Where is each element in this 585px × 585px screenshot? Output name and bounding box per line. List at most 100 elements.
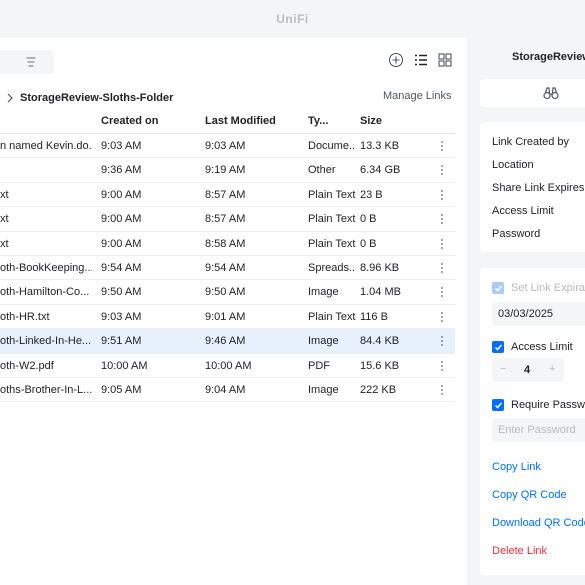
info-label-access-limit: Access Limit — [492, 205, 554, 217]
delete-link-button[interactable]: Delete Link — [492, 545, 548, 557]
table-row-selected[interactable]: oth-Linked-In-He... 9:51 AM 9:46 AM Imag… — [0, 329, 455, 354]
more-options-icon[interactable] — [437, 359, 447, 373]
more-options-icon[interactable] — [437, 285, 447, 299]
more-options-icon[interactable] — [437, 237, 447, 251]
table-row[interactable]: xt 9:00 AM 8:57 AM Plain Text 0 B — [0, 207, 455, 232]
set-expiration-checkbox[interactable]: Set Link Expiratio — [492, 282, 585, 294]
table-row[interactable]: oth-HR.txt 9:03 AM 9:01 AM Plain Text 11… — [0, 305, 455, 330]
file-name: oth-Hamilton-Co... — [0, 286, 90, 299]
more-options-icon[interactable] — [437, 163, 447, 177]
file-modified: 9:01 AM — [205, 310, 246, 323]
checkbox-checked-icon — [492, 399, 504, 411]
column-last-modified[interactable]: Last Modified — [205, 115, 276, 127]
file-modified: 9:54 AM — [205, 261, 246, 274]
column-type[interactable]: Ty... — [308, 115, 329, 127]
file-modified: 9:19 AM — [205, 164, 246, 177]
more-options-icon[interactable] — [437, 188, 447, 202]
file-created: 9:05 AM — [101, 383, 142, 396]
file-size: 13.3 KB — [360, 140, 400, 152]
table-row[interactable]: xt 9:00 AM 8:57 AM Plain Text 23 B — [0, 183, 455, 208]
file-name: oth-W2.pdf — [0, 359, 54, 372]
table-row[interactable]: n named Kevin.do... 9:03 AM 9:03 AM Docu… — [0, 134, 455, 159]
table-row[interactable]: oth-W2.pdf 10:00 AM 10:00 AM PDF 15.6 KB — [0, 354, 455, 378]
require-password-checkbox[interactable]: Require Passwor — [492, 399, 585, 411]
expiration-date-field[interactable]: 03/03/2025 — [492, 302, 585, 326]
file-type: Plain Text — [308, 310, 356, 323]
file-type: Image — [308, 335, 339, 348]
copy-link-button[interactable]: Copy Link — [492, 461, 541, 473]
file-type: Spreads... — [308, 261, 356, 274]
file-name: xt — [0, 188, 9, 201]
increment-button[interactable]: + — [549, 363, 556, 375]
expiration-date-value: 03/03/2025 — [498, 308, 554, 320]
filter-icon[interactable] — [26, 56, 36, 68]
checkbox-checked-icon — [492, 282, 504, 294]
file-modified: 8:58 AM — [205, 237, 246, 250]
more-options-icon[interactable] — [437, 383, 447, 397]
file-modified: 9:46 AM — [205, 335, 246, 348]
file-created: 9:50 AM — [101, 286, 142, 299]
table-row[interactable]: 9:36 AM 9:19 AM Other 6.34 GB — [0, 158, 455, 183]
file-list: n named Kevin.do... 9:03 AM 9:03 AM Docu… — [0, 134, 455, 403]
app-brand: UniFi — [276, 12, 309, 26]
file-size: 15.6 KB — [360, 359, 400, 372]
grid-view-icon[interactable] — [437, 52, 453, 68]
file-size: 0 B — [360, 237, 377, 250]
file-name: n named Kevin.do... — [0, 140, 92, 152]
list-view-icon[interactable] — [413, 52, 429, 68]
file-type: Image — [308, 286, 339, 299]
access-limit-checkbox[interactable]: Access Limit — [492, 341, 573, 353]
plus-circle-icon[interactable] — [388, 52, 404, 68]
file-size: 8.96 KB — [360, 261, 400, 274]
breadcrumb-current[interactable]: StorageReview-Sloths-Folder — [20, 92, 174, 104]
panel-title: StorageReview- — [512, 51, 585, 63]
file-type: Other — [308, 164, 336, 177]
more-options-icon[interactable] — [437, 310, 447, 324]
file-size: 222 KB — [360, 383, 397, 396]
more-options-icon[interactable] — [437, 139, 447, 153]
file-created: 9:00 AM — [101, 188, 142, 201]
preview-button[interactable] — [480, 79, 585, 107]
top-bar: UniFi — [0, 0, 585, 38]
column-size[interactable]: Size — [360, 115, 383, 127]
column-created-on[interactable]: Created on — [101, 115, 159, 127]
file-created: 9:51 AM — [101, 335, 142, 348]
manage-links-button[interactable]: Manage Links — [383, 90, 452, 102]
file-type: Docume... — [308, 140, 356, 152]
file-created: 9:00 AM — [101, 213, 142, 226]
file-name: xt — [0, 237, 9, 250]
file-created: 9:00 AM — [101, 237, 142, 250]
binoculars-icon — [543, 87, 559, 100]
file-browser: StorageReview-Sloths-Folder Manage Links… — [0, 38, 467, 585]
file-size: 6.34 GB — [360, 164, 401, 177]
file-name: oth-Linked-In-He... — [0, 335, 92, 348]
info-label-location: Location — [492, 159, 534, 171]
file-type: Plain Text — [308, 188, 356, 201]
password-input[interactable]: Enter Password — [492, 418, 585, 442]
password-placeholder: Enter Password — [498, 424, 576, 436]
table-row[interactable]: oth-BookKeeping.... 9:54 AM 9:54 AM Spre… — [0, 256, 455, 281]
file-modified: 9:04 AM — [205, 383, 246, 396]
table-header: Created on Last Modified Ty... Size — [0, 110, 455, 134]
download-qr-code-button[interactable]: Download QR Code — [492, 517, 585, 529]
file-modified: 9:50 AM — [205, 286, 246, 299]
more-options-icon[interactable] — [437, 212, 447, 226]
copy-qr-code-button[interactable]: Copy QR Code — [492, 489, 567, 501]
file-size: 1.04 MB — [360, 286, 401, 299]
file-type: Plain Text — [308, 237, 356, 250]
file-type: PDF — [308, 359, 330, 372]
checkbox-checked-icon — [492, 341, 504, 353]
link-settings-card: Set Link Expiratio 03/03/2025 Access Lim… — [480, 268, 585, 575]
file-name: oth-HR.txt — [0, 310, 50, 323]
search-input[interactable] — [0, 50, 54, 74]
access-limit-stepper[interactable]: − 4 + — [492, 358, 564, 382]
table-row[interactable]: oth-Hamilton-Co... 9:50 AM 9:50 AM Image… — [0, 280, 455, 305]
file-created: 9:36 AM — [101, 164, 142, 177]
table-row[interactable]: xt 9:00 AM 8:58 AM Plain Text 0 B — [0, 232, 455, 256]
more-options-icon[interactable] — [437, 334, 447, 348]
decrement-button[interactable]: − — [500, 363, 507, 375]
more-options-icon[interactable] — [437, 261, 447, 275]
table-row[interactable]: oths-Brother-In-L... 9:05 AM 9:04 AM Ima… — [0, 378, 455, 403]
chevron-right-icon — [7, 93, 13, 103]
file-created: 9:03 AM — [101, 310, 142, 323]
